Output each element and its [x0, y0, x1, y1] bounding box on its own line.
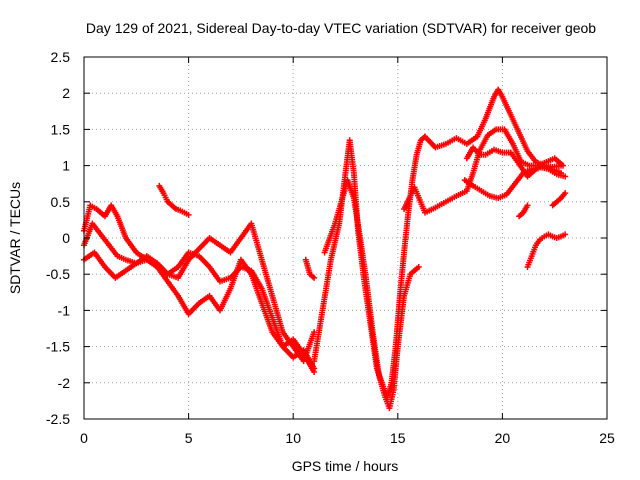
data-point [415, 263, 422, 270]
data-point [562, 190, 569, 197]
series-track-h [421, 86, 564, 176]
y-tick-label: 1 [62, 158, 70, 174]
y-tick-label: -1 [58, 302, 71, 318]
x-tick-label: 25 [599, 430, 615, 446]
data-point [524, 202, 531, 209]
series-track-d [156, 182, 192, 218]
y-tick-label: -2 [58, 375, 71, 391]
x-axis-label: GPS time / hours [292, 458, 399, 474]
y-tick-label: -0.5 [46, 266, 70, 282]
y-tick-label: 1.5 [51, 121, 71, 137]
chart-title: Day 129 of 2021, Sidereal Day-to-day VTE… [86, 20, 596, 36]
x-tick-label: 20 [495, 430, 511, 446]
data-point [185, 211, 192, 218]
series-track-m [549, 190, 569, 209]
data-point [311, 274, 318, 281]
x-tick-label: 15 [390, 430, 406, 446]
y-tick-label: 2.5 [51, 49, 71, 65]
series-layer [81, 86, 569, 412]
data-point [311, 365, 318, 372]
x-tick-label: 0 [80, 430, 88, 446]
y-axis-label: SDTVAR / TECUs [7, 182, 23, 294]
y-tick-label: 2 [62, 85, 70, 101]
y-tick-label: 0 [62, 230, 70, 246]
y-tick-label: -1.5 [46, 339, 70, 355]
series-track-g [311, 133, 428, 401]
y-tick-label: 0.5 [51, 194, 71, 210]
series-track-b [81, 220, 318, 375]
y-tick-label: -2.5 [46, 411, 70, 427]
series-track-c [81, 249, 318, 372]
x-tick-label: 5 [185, 430, 193, 446]
series-track-k [461, 164, 569, 202]
plot-frame [83, 56, 608, 420]
data-point [557, 162, 564, 169]
series-track-l [516, 202, 531, 220]
x-tick-label: 10 [285, 430, 301, 446]
data-point [562, 231, 569, 238]
data-point [562, 173, 569, 180]
series-track-n [524, 231, 569, 270]
series-track-e [302, 256, 318, 281]
series-track-j [463, 144, 564, 180]
grid [84, 57, 607, 419]
